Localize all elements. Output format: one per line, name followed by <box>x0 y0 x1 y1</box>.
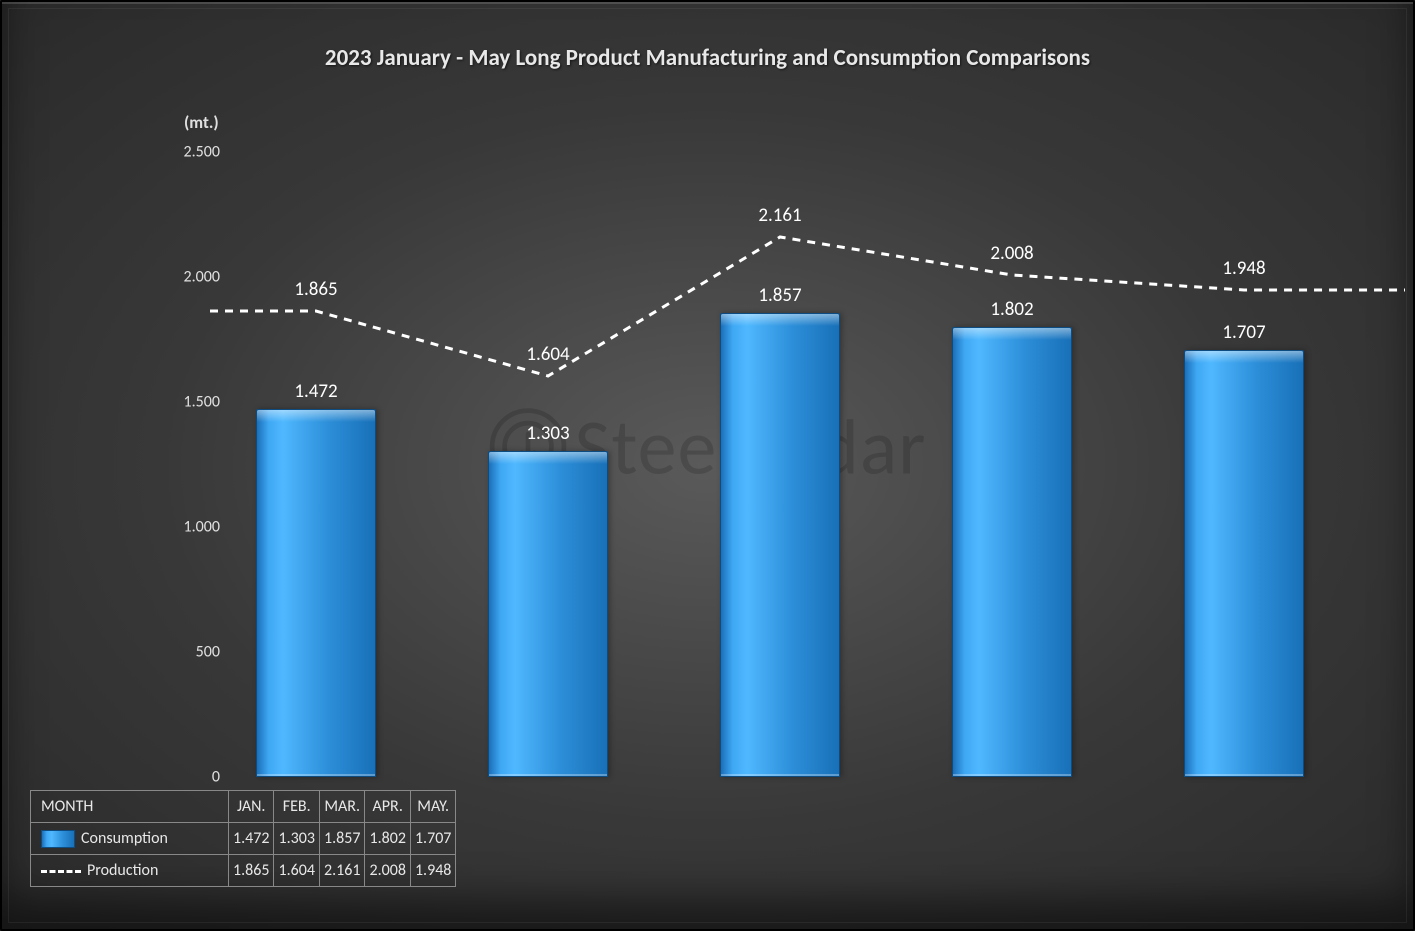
bar-fill: 1.303 <box>488 451 608 777</box>
value-cell: 1.472 <box>229 822 274 854</box>
bar-fill: 1.472 <box>256 409 376 777</box>
y-tick: 2.000 <box>150 268 220 287</box>
bar-fill: 1.857 <box>720 313 840 777</box>
line-value-label: 1.948 <box>1222 257 1265 280</box>
value-cell: 1.802 <box>365 822 410 854</box>
line-value-label: 2.008 <box>990 242 1033 265</box>
value-cell: 1.303 <box>274 822 319 854</box>
y-tick: 0 <box>150 768 220 787</box>
value-cell: 1.948 <box>410 855 455 887</box>
series-name: Production <box>87 861 158 880</box>
y-axis-unit: (mt.) <box>184 112 219 133</box>
bar: 1.303 <box>488 451 608 777</box>
value-cell: 1.865 <box>229 855 274 887</box>
value-cell: 1.604 <box>274 855 319 887</box>
bar-fill: 1.707 <box>1184 350 1304 777</box>
month-cell: MAR. <box>319 790 364 822</box>
line-value-label: 1.604 <box>526 343 569 366</box>
legend-consumption: Consumption <box>31 822 229 854</box>
plot-area: 0 500 1.000 1.500 2.000 2.500 1.472 1.30… <box>230 152 1385 777</box>
bar: 1.802 <box>952 327 1072 777</box>
chart-frame: 2023 January - May Long Product Manufact… <box>0 0 1415 931</box>
value-cell: 1.707 <box>410 822 455 854</box>
month-header-cell: MONTH <box>31 790 229 822</box>
bar-value-label: 1.303 <box>526 422 569 445</box>
bar-swatch-icon <box>41 830 75 848</box>
table-row: Production 1.865 1.604 2.161 2.008 1.948 <box>31 855 456 887</box>
month-cell: FEB. <box>274 790 319 822</box>
line-swatch-icon <box>41 870 81 873</box>
legend-production: Production <box>31 855 229 887</box>
bar: 1.857 <box>720 313 840 777</box>
month-cell: APR. <box>365 790 410 822</box>
value-cell: 1.857 <box>319 822 364 854</box>
y-tick: 2.500 <box>150 143 220 162</box>
data-table: MONTH JAN. FEB. MAR. APR. MAY. Consumpti… <box>30 790 456 887</box>
table-row: Consumption 1.472 1.303 1.857 1.802 1.70… <box>31 822 456 854</box>
value-cell: 2.008 <box>365 855 410 887</box>
y-tick: 500 <box>150 643 220 662</box>
series-name: Consumption <box>81 829 168 848</box>
bar-fill: 1.802 <box>952 327 1072 777</box>
month-cell: MAY. <box>410 790 455 822</box>
bar-value-label: 1.707 <box>1222 321 1265 344</box>
bar-value-label: 1.472 <box>294 380 337 403</box>
y-tick: 1.500 <box>150 393 220 412</box>
chart-title: 2023 January - May Long Product Manufact… <box>2 2 1413 72</box>
bar: 1.707 <box>1184 350 1304 777</box>
bar: 1.472 <box>256 409 376 777</box>
month-cell: JAN. <box>229 790 274 822</box>
bar-value-label: 1.857 <box>758 284 801 307</box>
value-cell: 2.161 <box>319 855 364 887</box>
line-value-label: 2.161 <box>758 204 801 227</box>
y-tick: 1.000 <box>150 518 220 537</box>
line-value-label: 1.865 <box>294 278 337 301</box>
bar-value-label: 1.802 <box>990 298 1033 321</box>
table-row: MONTH JAN. FEB. MAR. APR. MAY. <box>31 790 456 822</box>
